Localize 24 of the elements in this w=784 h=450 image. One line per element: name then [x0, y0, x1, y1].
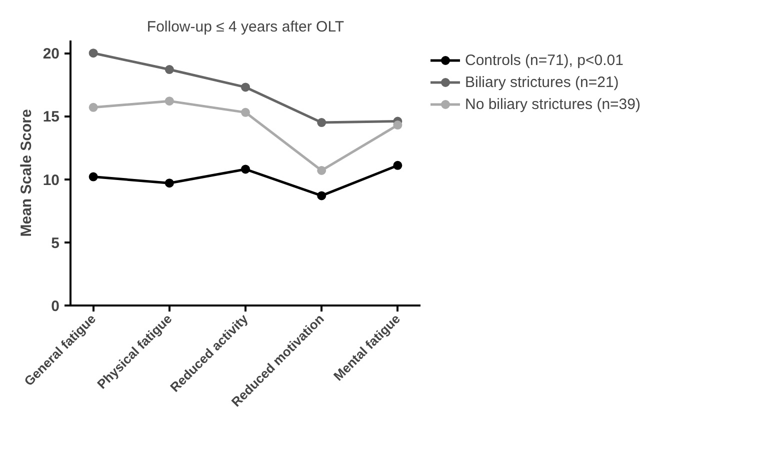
y-tick-label: 0: [51, 298, 60, 315]
y-axis-title: Mean Scale Score: [18, 109, 35, 237]
point: [88, 102, 98, 112]
point: [88, 48, 98, 58]
point: [317, 166, 326, 175]
y-tick-label: 10: [42, 172, 60, 189]
point: [393, 160, 402, 170]
y-tick-label: 15: [42, 108, 60, 126]
chart-title: Follow-up ≤ 4 years after OLT: [146, 18, 344, 36]
legend-label: Controls (n=71), p<0.01: [465, 52, 624, 68]
y-tick-label: 20: [42, 46, 60, 63]
point: [88, 172, 98, 182]
point: [241, 108, 250, 117]
point: [164, 178, 174, 188]
point: [164, 65, 174, 74]
y-tick-label: 5: [51, 234, 60, 252]
point: [317, 191, 326, 200]
legend-label: No biliary strictures (n=39): [465, 96, 640, 112]
point: [241, 164, 250, 174]
point: [164, 96, 174, 106]
point: [393, 120, 402, 130]
legend-label: Biliary strictures (n=21): [465, 74, 619, 90]
point: [317, 118, 326, 128]
point: [241, 82, 250, 92]
